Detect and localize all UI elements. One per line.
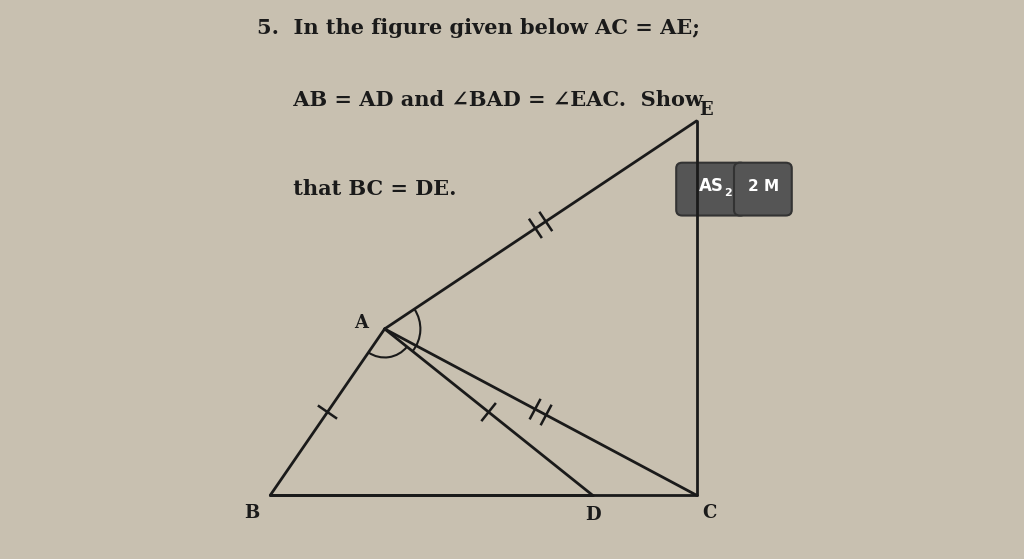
Text: D: D	[585, 506, 600, 524]
FancyBboxPatch shape	[676, 163, 746, 216]
Text: 2 M: 2 M	[748, 178, 778, 193]
Text: AB = AD and ∠BAD = ∠EAC.  Show: AB = AD and ∠BAD = ∠EAC. Show	[257, 91, 702, 110]
Text: C: C	[702, 504, 717, 523]
Text: 5.  In the figure given below AC = AE;: 5. In the figure given below AC = AE;	[257, 18, 699, 38]
Text: AS: AS	[698, 177, 723, 195]
Text: B: B	[245, 504, 260, 523]
Text: A: A	[354, 314, 369, 331]
Text: 2: 2	[724, 188, 732, 198]
Text: that BC = DE.: that BC = DE.	[257, 179, 456, 200]
FancyBboxPatch shape	[734, 163, 792, 216]
Text: E: E	[699, 101, 713, 119]
